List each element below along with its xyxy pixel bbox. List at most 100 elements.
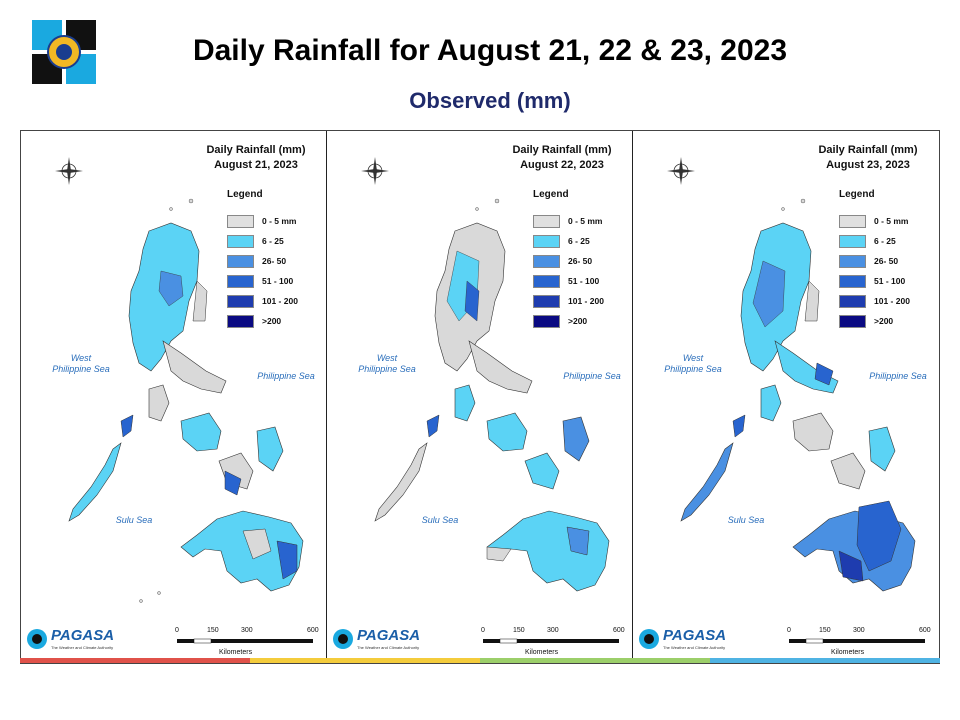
- scale-tick: 600: [613, 627, 625, 634]
- panel-heading: Daily Rainfall (mm): [818, 144, 918, 156]
- sea-label-east: Philippine Sea: [257, 371, 315, 381]
- pagasa-tagline: The Weather and Climate Authority: [357, 645, 420, 650]
- scale-tick: 0: [175, 627, 179, 634]
- legend-swatch: [227, 214, 254, 228]
- scale-bar-graphic: [789, 638, 925, 644]
- scale-bar: 0 150 300 600 Kilometers: [783, 627, 933, 659]
- rainfall-maps-container: Daily Rainfall (mm) August 21, 2023 Lege…: [20, 130, 940, 664]
- pagasa-logo: PAGASA The Weather and Climate Authority: [331, 619, 427, 655]
- panel-title: Daily Rainfall (mm) August 22, 2023: [497, 143, 627, 173]
- legend-swatch: [227, 254, 254, 268]
- scale-unit: Kilometers: [831, 649, 865, 656]
- legend-item: >200: [839, 311, 910, 331]
- sea-label-west: West Philippine Sea: [664, 353, 722, 374]
- legend: 0 - 5 mm 6 - 25 26- 50 51 - 100 101 - 20…: [533, 211, 604, 331]
- scale-unit: Kilometers: [219, 649, 253, 656]
- legend-title: Legend: [533, 189, 569, 200]
- legend-item: 26- 50: [839, 251, 910, 271]
- legend-swatch: [533, 254, 560, 268]
- legend-swatch: [839, 314, 866, 328]
- pagasa-logo: PAGASA The Weather and Climate Authority: [25, 619, 121, 655]
- panel-title: Daily Rainfall (mm) August 23, 2023: [803, 143, 933, 173]
- pagasa-mark-icon: [639, 629, 659, 649]
- color-stripe: [20, 658, 940, 663]
- legend-item: 101 - 200: [533, 291, 604, 311]
- panel-date: August 23, 2023: [826, 159, 910, 171]
- legend-swatch: [839, 214, 866, 228]
- scale-unit: Kilometers: [525, 649, 559, 656]
- legend-swatch: [839, 234, 866, 248]
- legend-item: >200: [227, 311, 298, 331]
- philippines-map-aug21: [68, 198, 304, 603]
- panel-date: August 22, 2023: [520, 159, 604, 171]
- scale-tick: 150: [513, 627, 525, 634]
- pagasa-mark-icon: [27, 629, 47, 649]
- legend-swatch: [227, 274, 254, 288]
- legend-item: 51 - 100: [839, 271, 910, 291]
- scale-tick: 600: [919, 627, 931, 634]
- scale-tick: 150: [207, 627, 219, 634]
- mindanao-island: [180, 510, 304, 592]
- north-arrow-icon: [361, 157, 389, 185]
- legend-swatch: [839, 294, 866, 308]
- scale-tick: 600: [307, 627, 319, 634]
- pagasa-brand: PAGASA: [51, 627, 115, 644]
- stripe-segment: [250, 658, 480, 663]
- page-subtitle: Observed (mm): [409, 88, 571, 113]
- legend-item: 0 - 5 mm: [227, 211, 298, 231]
- legend-item: 51 - 100: [227, 271, 298, 291]
- legend-swatch: [533, 234, 560, 248]
- panel-date: August 21, 2023: [214, 159, 298, 171]
- legend-item: 0 - 5 mm: [533, 211, 604, 231]
- legend-item: 101 - 200: [227, 291, 298, 311]
- philippines-map-aug23: [680, 198, 916, 592]
- mindoro-island: [148, 384, 170, 422]
- rainfall-map-panel-aug22: Daily Rainfall (mm) August 22, 2023 Lege…: [327, 131, 633, 663]
- stripe-segment: [480, 658, 710, 663]
- legend-item: 6 - 25: [839, 231, 910, 251]
- panel-heading: Daily Rainfall (mm): [512, 144, 612, 156]
- legend-item: 101 - 200: [839, 291, 910, 311]
- legend-swatch: [227, 234, 254, 248]
- scale-tick: 150: [819, 627, 831, 634]
- panel-heading: Daily Rainfall (mm): [206, 144, 306, 156]
- legend-swatch: [227, 314, 254, 328]
- pagasa-tagline: The Weather and Climate Authority: [51, 645, 114, 650]
- sea-label-west: West Philippine Sea: [52, 353, 110, 374]
- legend-item: 26- 50: [227, 251, 298, 271]
- page-title: Daily Rainfall for August 21, 22 & 23, 2…: [192, 34, 788, 67]
- sea-label-west: West Philippine Sea: [358, 353, 416, 374]
- pagasa-tagline: The Weather and Climate Authority: [663, 645, 726, 650]
- legend: 0 - 5 mm 6 - 25 26- 50 51 - 100 101 - 20…: [839, 211, 910, 331]
- pagasa-brand: PAGASA: [663, 627, 727, 644]
- legend-item: 6 - 25: [533, 231, 604, 251]
- pagasa-brand: PAGASA: [357, 627, 421, 644]
- legend-swatch: [533, 314, 560, 328]
- scale-tick: 300: [853, 627, 865, 634]
- palawan-island: [68, 442, 122, 522]
- north-arrow-icon: [55, 157, 83, 185]
- stripe-segment: [710, 658, 940, 663]
- legend-item: 0 - 5 mm: [839, 211, 910, 231]
- legend-swatch: [533, 274, 560, 288]
- legend-swatch: [227, 294, 254, 308]
- scale-tick: 300: [241, 627, 253, 634]
- panel-title: Daily Rainfall (mm) August 21, 2023: [191, 143, 321, 173]
- dost-pagasa-seal-logo: [30, 18, 98, 86]
- stripe-segment: [20, 658, 250, 663]
- legend-swatch: [533, 214, 560, 228]
- rainfall-map-panel-aug21: Daily Rainfall (mm) August 21, 2023 Lege…: [21, 131, 327, 663]
- sea-label-sulu: Sulu Sea: [115, 515, 153, 525]
- scale-bar-graphic: [177, 638, 313, 644]
- sea-label-sulu: Sulu Sea: [421, 515, 459, 525]
- legend-title: Legend: [227, 189, 263, 200]
- legend-item: 6 - 25: [227, 231, 298, 251]
- scale-bar: 0 150 300 600 Kilometers: [171, 627, 321, 659]
- visayas-islands: [180, 412, 222, 452]
- scale-bar: 0 150 300 600 Kilometers: [477, 627, 627, 659]
- legend-title: Legend: [839, 189, 875, 200]
- legend: 0 - 5 mm 6 - 25 26- 50 51 - 100 101 - 20…: [227, 211, 298, 331]
- legend-swatch: [839, 274, 866, 288]
- legend-item: 26- 50: [533, 251, 604, 271]
- legend-swatch: [839, 254, 866, 268]
